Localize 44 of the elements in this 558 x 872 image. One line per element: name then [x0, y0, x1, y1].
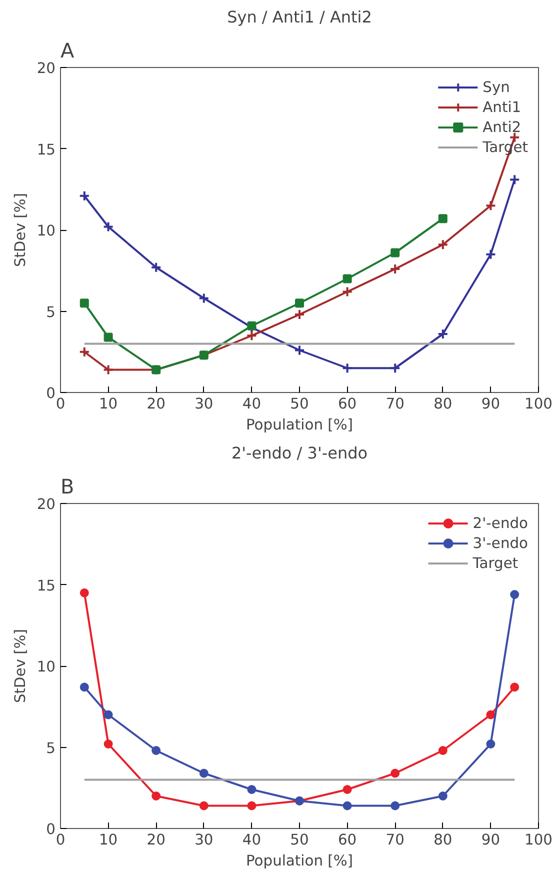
- y-tick-label: 5: [46, 740, 56, 757]
- legend-label: Target: [472, 554, 518, 572]
- x-tick-label: 80: [434, 396, 452, 412]
- y-tick-label: 20: [36, 60, 56, 77]
- x-tick-label: 30: [194, 396, 214, 412]
- y-tick-label: 15: [36, 577, 56, 594]
- y-tick-label: 10: [36, 222, 56, 240]
- x-tick-label: 40: [242, 396, 262, 412]
- x-tick-label: 60: [338, 396, 357, 412]
- y-tick-label: 0: [46, 821, 56, 838]
- legend-label: 2'-endo: [472, 514, 528, 532]
- x-tick-label: 30: [194, 832, 214, 848]
- x-tick-label: 50: [290, 832, 309, 848]
- x-tick-label: 40: [242, 832, 262, 848]
- x-tick-label: 20: [146, 832, 166, 848]
- text: A: [60, 38, 74, 62]
- x-axis-title: Population [%]: [246, 852, 354, 870]
- y-tick-label: 5: [46, 304, 56, 321]
- x-tick-label: 90: [481, 396, 500, 412]
- x-tick-label: 60: [338, 832, 357, 848]
- y-tick-label: 20: [36, 496, 56, 513]
- y-tick-label: 10: [36, 658, 56, 676]
- x-tick-label: 10: [98, 396, 118, 412]
- x-tick-label: 80: [434, 832, 452, 848]
- text: B: [60, 474, 74, 498]
- x-tick-label: 90: [481, 832, 500, 848]
- y-tick-label: 0: [46, 385, 56, 402]
- legend-label: Syn: [482, 78, 510, 96]
- y-axis-title: StDev [%]: [12, 628, 29, 704]
- x-axis-title: Population [%]: [246, 416, 354, 434]
- x-tick-label: 100: [524, 832, 552, 848]
- legend-label: 3'-endo: [472, 534, 528, 552]
- x-tick-label: 20: [146, 396, 166, 412]
- y-axis-title: StDev [%]: [12, 192, 29, 268]
- legend-label: Anti2: [482, 118, 522, 136]
- chart-title: Syn / Anti1 / Anti2: [227, 8, 372, 26]
- x-tick-label: 70: [386, 396, 404, 412]
- x-tick-label: 10: [98, 832, 118, 848]
- legend-label: Anti1: [482, 98, 522, 116]
- chart-title: 2'-endo / 3'-endo: [231, 444, 368, 462]
- x-tick-label: 70: [386, 832, 404, 848]
- x-tick-label: 50: [290, 396, 309, 412]
- y-tick-label: 15: [36, 141, 56, 158]
- x-tick-label: 100: [524, 396, 552, 412]
